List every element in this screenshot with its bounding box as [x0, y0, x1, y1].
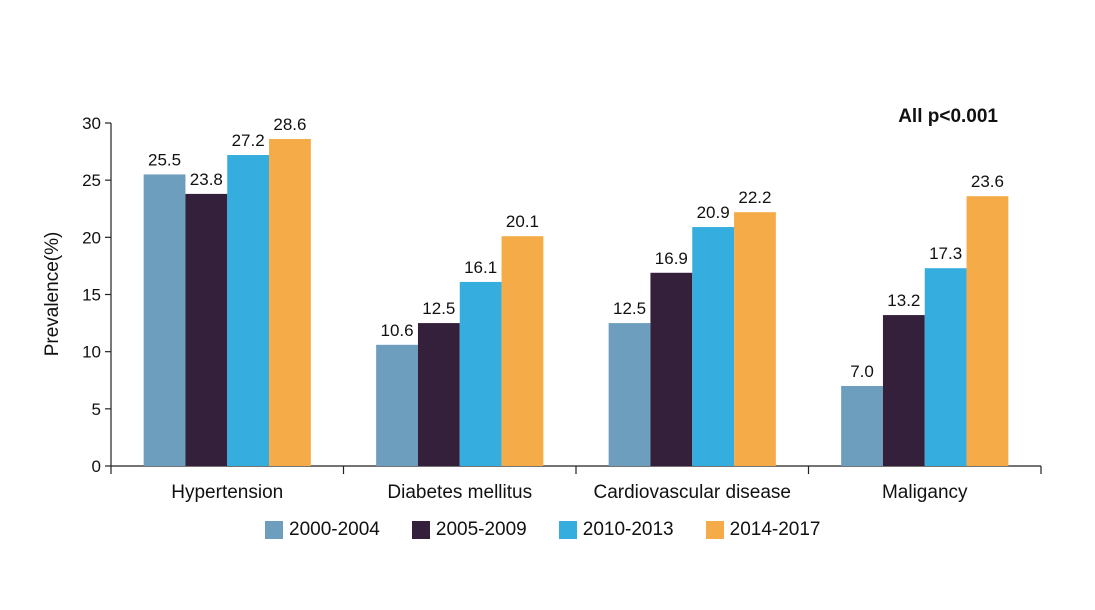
data-label: 16.9 [655, 249, 688, 268]
bar [417, 323, 460, 466]
legend-item: 2010-2013 [558, 519, 674, 541]
bar [501, 236, 544, 466]
bar [841, 385, 883, 466]
bar [227, 155, 270, 466]
bar [924, 268, 967, 466]
legend-item: 2014-2017 [705, 519, 821, 541]
legend-item: 2005-2009 [411, 519, 527, 541]
legend-label: 2000-2004 [289, 519, 380, 540]
legend-label: 2010-2013 [582, 519, 674, 540]
data-label: 20.9 [697, 203, 730, 222]
data-label: 28.6 [273, 115, 306, 134]
bar [269, 139, 311, 467]
legend-swatch [265, 521, 283, 539]
bar [185, 193, 228, 467]
data-label: 27.2 [232, 131, 265, 150]
x-category-label: Maligancy [882, 482, 968, 503]
bar [608, 323, 651, 466]
data-label: 13.2 [887, 291, 920, 310]
y-tick-label: 30 [82, 114, 101, 133]
data-label: 22.2 [738, 188, 771, 207]
legend-item: 2000-2004 [265, 519, 380, 541]
bar [966, 196, 1009, 466]
legend-label: 2014-2017 [729, 519, 821, 540]
x-category-label: Hypertension [171, 482, 283, 503]
bar [650, 272, 693, 466]
bar [692, 227, 735, 466]
x-category-label: Cardiovascular disease [594, 482, 792, 503]
bar [459, 281, 502, 466]
legend: 2000-2004 2005-2009 2010-2013 2014-2017 [265, 519, 853, 541]
data-label: 23.8 [190, 170, 223, 189]
x-axis: Hypertension Diabetes mellitus Cardiovascu… [110, 465, 1042, 503]
data-label: 12.5 [422, 299, 455, 318]
data-label: 17.3 [929, 244, 962, 263]
significance-annotation: All p<0.001 [898, 106, 998, 127]
data-label: 7.0 [850, 362, 874, 381]
bar [734, 212, 776, 466]
y-tick-label: 20 [82, 228, 101, 247]
data-label: 12.5 [613, 299, 646, 318]
bar [143, 174, 186, 466]
bars [143, 139, 1009, 467]
data-labels: 25.5 23.8 27.2 28.6 10.6 12.5 16.1 20.1 12.5 16.9… [148, 115, 1004, 381]
y-tick-label: 25 [82, 171, 101, 190]
y-tick-label: 15 [82, 286, 101, 305]
y-tick-label: 5 [92, 400, 101, 419]
legend-swatch [411, 521, 430, 539]
bar [376, 344, 418, 466]
y-axis-label: Prevalence(%) [42, 232, 63, 357]
legend-label: 2005-2009 [435, 519, 527, 540]
data-label: 10.6 [381, 321, 414, 340]
y-tick-label: 10 [82, 343, 101, 362]
y-axis: 0 5 10 15 20 25 30 [82, 114, 112, 476]
bar [882, 315, 925, 466]
x-category-label: Diabetes mellitus [387, 482, 532, 503]
y-tick-label: 0 [92, 457, 101, 476]
legend-swatch [558, 521, 577, 539]
legend-swatch [705, 521, 724, 539]
data-label: 25.5 [148, 150, 181, 169]
data-label: 16.1 [464, 258, 497, 277]
data-label: 20.1 [506, 212, 539, 231]
data-label: 23.6 [971, 172, 1004, 191]
